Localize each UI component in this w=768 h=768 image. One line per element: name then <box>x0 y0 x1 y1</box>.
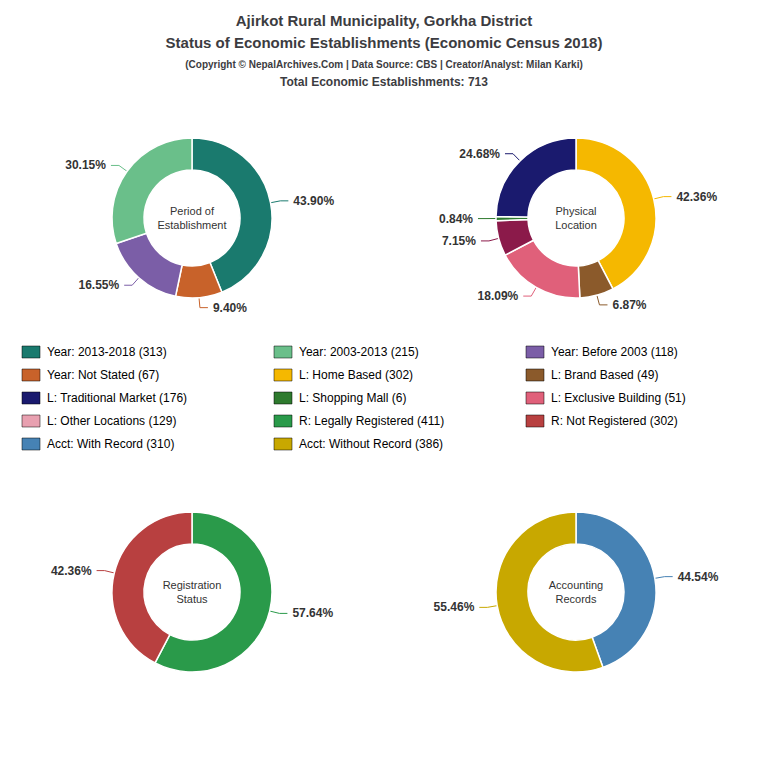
svg-text:Year: 2003-2013 (215): Year: 2003-2013 (215) <box>299 345 419 359</box>
svg-text:R: Not Registered (302): R: Not Registered (302) <box>551 414 678 428</box>
svg-text:24.68%: 24.68% <box>459 147 500 161</box>
svg-text:Period of: Period of <box>170 205 215 217</box>
svg-text:Registration: Registration <box>163 579 222 591</box>
svg-text:Physical: Physical <box>556 205 597 217</box>
svg-text:Ajirkot Rural Municipality, Go: Ajirkot Rural Municipality, Gorkha Distr… <box>236 12 532 29</box>
svg-text:L: Brand Based (49): L: Brand Based (49) <box>551 368 658 382</box>
svg-text:7.15%: 7.15% <box>442 234 476 248</box>
svg-text:R: Legally Registered (411): R: Legally Registered (411) <box>299 414 444 428</box>
svg-text:Acct: Without Record (386): Acct: Without Record (386) <box>299 437 443 451</box>
svg-text:Year: 2013-2018 (313): Year: 2013-2018 (313) <box>47 345 167 359</box>
svg-text:55.46%: 55.46% <box>434 600 475 614</box>
svg-text:Status of Economic Establishme: Status of Economic Establishments (Econo… <box>166 34 603 51</box>
svg-text:18.09%: 18.09% <box>478 289 519 303</box>
svg-text:42.36%: 42.36% <box>676 190 717 204</box>
svg-text:Year: Before 2003 (118): Year: Before 2003 (118) <box>551 345 678 359</box>
svg-text:Establishment: Establishment <box>157 219 226 231</box>
svg-text:Total Economic Establishments:: Total Economic Establishments: 713 <box>280 75 488 89</box>
svg-text:Location: Location <box>555 219 597 231</box>
svg-text:L: Traditional Market (176): L: Traditional Market (176) <box>47 391 187 405</box>
svg-text:Records: Records <box>556 593 597 605</box>
svg-text:Status: Status <box>176 593 208 605</box>
svg-text:42.36%: 42.36% <box>51 564 92 578</box>
svg-text:L: Shopping Mall (6): L: Shopping Mall (6) <box>299 391 406 405</box>
svg-text:L: Home Based (302): L: Home Based (302) <box>299 368 413 382</box>
svg-text:0.84%: 0.84% <box>439 212 473 226</box>
svg-text:6.87%: 6.87% <box>612 298 646 312</box>
svg-text:(Copyright © NepalArchives.Com: (Copyright © NepalArchives.Com | Data So… <box>185 59 583 70</box>
svg-text:57.64%: 57.64% <box>292 606 333 620</box>
svg-text:Accounting: Accounting <box>549 579 603 591</box>
svg-text:30.15%: 30.15% <box>65 158 106 172</box>
svg-text:43.90%: 43.90% <box>293 194 334 208</box>
svg-text:16.55%: 16.55% <box>78 278 119 292</box>
svg-text:L: Exclusive Building (51): L: Exclusive Building (51) <box>551 391 686 405</box>
svg-text:L: Other Locations (129): L: Other Locations (129) <box>47 414 176 428</box>
svg-text:44.54%: 44.54% <box>678 570 719 584</box>
svg-text:Year: Not Stated (67): Year: Not Stated (67) <box>47 368 159 382</box>
svg-text:Acct: With Record (310): Acct: With Record (310) <box>47 437 174 451</box>
svg-text:9.40%: 9.40% <box>213 301 247 315</box>
